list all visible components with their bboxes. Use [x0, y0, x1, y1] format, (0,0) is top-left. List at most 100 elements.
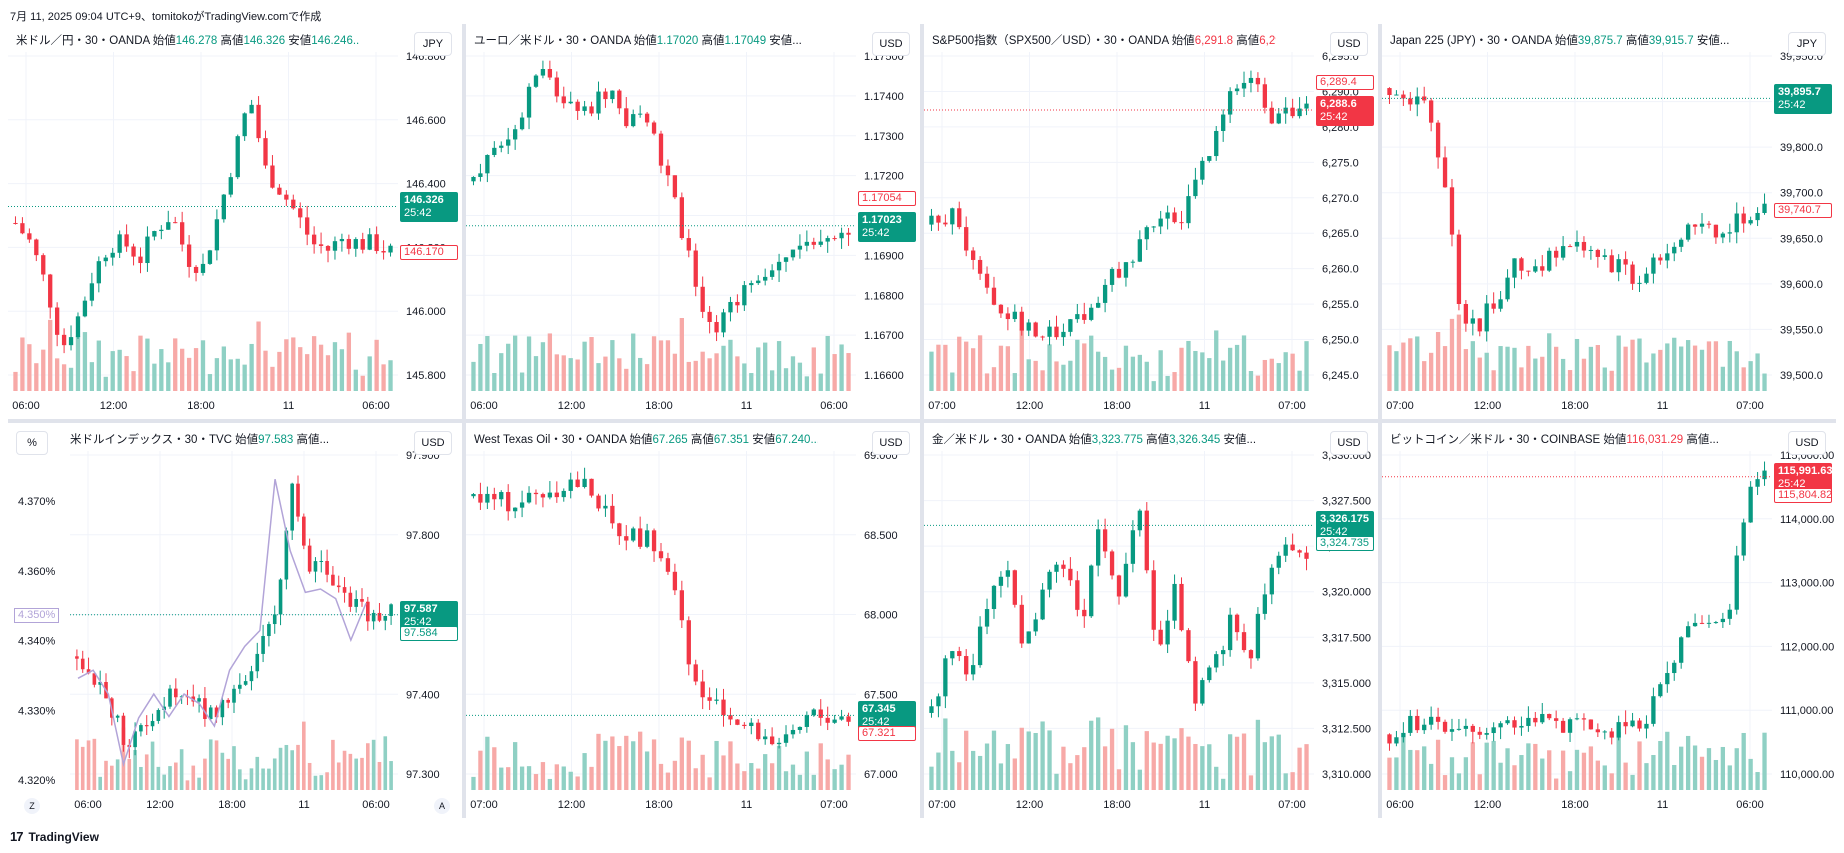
chart-pane-spx[interactable]: 07:00 12:00 18:00 11 07:00 6,295.0 6,290.0 6,28… [924, 24, 1378, 419]
yield-overlay-line [77, 479, 367, 768]
secondary-price-badge: 115,804.82 [1774, 487, 1832, 503]
volume-bar [1234, 344, 1240, 391]
volume-bar [1741, 367, 1746, 391]
candle-body [1505, 277, 1510, 300]
currency-button[interactable]: USD [414, 431, 452, 455]
candle-body [506, 492, 511, 512]
volume-bar [533, 774, 539, 790]
volume-bar [1040, 721, 1045, 790]
volume-bar [1595, 345, 1600, 391]
candle-body [1165, 212, 1170, 219]
currency-button[interactable]: USD [1330, 431, 1368, 455]
chart-svg[interactable]: 06:00 12:00 18:00 11 06:001.175001.174001.17… [466, 24, 920, 419]
candle-body [658, 133, 664, 166]
y-tick-label: 68.000 [864, 610, 898, 622]
chart-pane-dxy[interactable]: 06:0012:0018:001106:0097.90097.80097.700… [8, 423, 462, 818]
candle-body [1262, 84, 1268, 108]
ohlc-label: 始値 [1554, 35, 1578, 47]
chart-pane-eurusd[interactable]: 06:00 12:00 18:00 11 06:00 1.17500 1.17400 1.17… [466, 24, 920, 419]
volume-bar [499, 353, 504, 391]
y-tick-label: 6,245.0 [1322, 370, 1359, 382]
candle-body [263, 138, 268, 166]
candle-body [1283, 544, 1288, 556]
x-tick-label: 12:00 [1474, 799, 1502, 811]
volume-bar [1512, 765, 1517, 790]
candle-body [366, 601, 370, 622]
volume-bar [1602, 765, 1607, 790]
volume-bar [1442, 346, 1448, 391]
chart-svg[interactable]: 06:0012:0018:001106:0097.90097.80097.700… [8, 423, 462, 818]
volume-bar [1616, 335, 1621, 391]
y-tick-label: 1.17400 [864, 91, 904, 103]
volume-bar [1699, 756, 1705, 790]
chart-pane-btcusd[interactable]: 06:00 12:00 18:00 11 06:00 115,000.00 114,000.… [1382, 423, 1836, 818]
y-tick-label: 6,275.0 [1322, 157, 1359, 169]
footer-brand[interactable]: TradingView [28, 829, 99, 844]
chart-pane-xauusd[interactable]: 07:00 12:00 18:00 11 07:00 3,330.000 3,327.500… [924, 423, 1378, 818]
symbol-title[interactable]: 米ドルインデックス・30・TVC 始値97.583 高値... [70, 431, 329, 447]
candle-body [1762, 470, 1767, 480]
chart-svg[interactable]: 07:00 12:00 18:00 11 07:006,295.06,290.06,28… [924, 24, 1378, 419]
volume-bar [1519, 755, 1524, 790]
currency-button[interactable]: USD [1330, 32, 1368, 56]
symbol-title[interactable]: 米ドル／円・30・OANDA 始値146.278 高値146.326 安値146… [16, 32, 360, 48]
candle-body [1207, 667, 1212, 681]
volume-bar [1588, 746, 1594, 790]
volume-bar [1227, 734, 1233, 790]
volume-bar [1172, 372, 1177, 391]
candle-body [1470, 318, 1475, 324]
ohlc-label: 安値... [1223, 434, 1257, 446]
candle-body [735, 719, 740, 725]
currency-button[interactable]: JPY [414, 32, 452, 56]
symbol-title[interactable]: 金／米ドル・30・OANDA 始値3,323.775 高値3,326.345 安… [932, 431, 1256, 447]
currency-button[interactable]: USD [1788, 431, 1826, 455]
candle-body [1123, 262, 1129, 278]
symbol-title[interactable]: S&P500指数（SPX500／USD）・30・OANDA 始値6,291.8 … [932, 32, 1276, 48]
volume-bar [139, 766, 143, 790]
candle-body [1248, 77, 1254, 83]
chart-svg[interactable]: 07:0012:0018:001107:0039,950.039,850.039… [1382, 24, 1836, 419]
volume-bar [1227, 347, 1233, 391]
symbol-title[interactable]: ユーロ／米ドル・30・OANDA 始値1.17020 高値1.17049 安値.… [474, 32, 802, 48]
candle-body [193, 266, 199, 273]
chart-svg[interactable]: 06:00 12:00 18:00 11 06:00146.800146.600146.… [8, 24, 462, 419]
volume-bar [478, 750, 483, 790]
volume-bar [302, 721, 306, 790]
volume-bar [1054, 361, 1059, 391]
volume-bar [1456, 314, 1462, 391]
currency-button[interactable]: JPY [1788, 32, 1826, 56]
candle-body [1221, 650, 1226, 655]
volume-bar [168, 766, 172, 790]
chart-svg[interactable]: 07:00 12:00 18:00 11 07:0069.00068.50068.000… [466, 423, 920, 818]
volume-bar [1637, 741, 1642, 790]
candle-body [783, 734, 789, 743]
volume-bar [478, 343, 483, 391]
zoom-button[interactable]: Z [24, 798, 40, 814]
volume-bar [1463, 349, 1469, 391]
chart-svg[interactable]: 06:00 12:00 18:00 11 06:00115,000.00114,000.… [1382, 423, 1836, 818]
chart-pane-usdjpy[interactable]: 06:00 12:00 18:00 11 06:00 146.800 146.600 146.… [8, 24, 462, 419]
chart-svg[interactable]: 07:00 12:00 18:00 11 07:003,330.0003,327.500… [924, 423, 1378, 818]
volume-bar [1137, 354, 1142, 391]
symbol-title[interactable]: West Texas Oil・30・OANDA 始値67.265 高値67.35… [474, 431, 818, 447]
chart-pane-wti[interactable]: 07:00 12:00 18:00 11 07:00 69.000 68.500 68.000… [466, 423, 920, 818]
volume-bar [179, 749, 184, 790]
volume-bar [984, 373, 990, 391]
volume-bar [1498, 762, 1503, 790]
candle-body [168, 688, 172, 707]
volume-bar [1727, 340, 1732, 391]
symbol-title[interactable]: ビットコイン／米ドル・30・COINBASE 始値116,031.29 高値..… [1390, 431, 1719, 447]
volume-bar [1248, 370, 1254, 391]
last-price-value: 1.17023 [862, 213, 902, 226]
x-tick-label: 07:00 [1278, 400, 1306, 412]
chart-pane-jp225[interactable]: 07:0012:0018:001107:0039,950.039,850.039… [1382, 24, 1836, 419]
auto-scale-button[interactable]: A [434, 798, 450, 814]
candle-body [1491, 303, 1496, 309]
percent-scale-button[interactable]: % [16, 431, 48, 455]
y-tick-label: 6,265.0 [1322, 228, 1359, 240]
volume-bar [492, 373, 497, 391]
volume-bar [790, 356, 796, 391]
symbol-title[interactable]: Japan 225 (JPY)・30・OANDA 始値39,875.7 高値39… [1390, 32, 1729, 48]
currency-button[interactable]: USD [872, 32, 910, 56]
currency-button[interactable]: USD [872, 431, 910, 455]
